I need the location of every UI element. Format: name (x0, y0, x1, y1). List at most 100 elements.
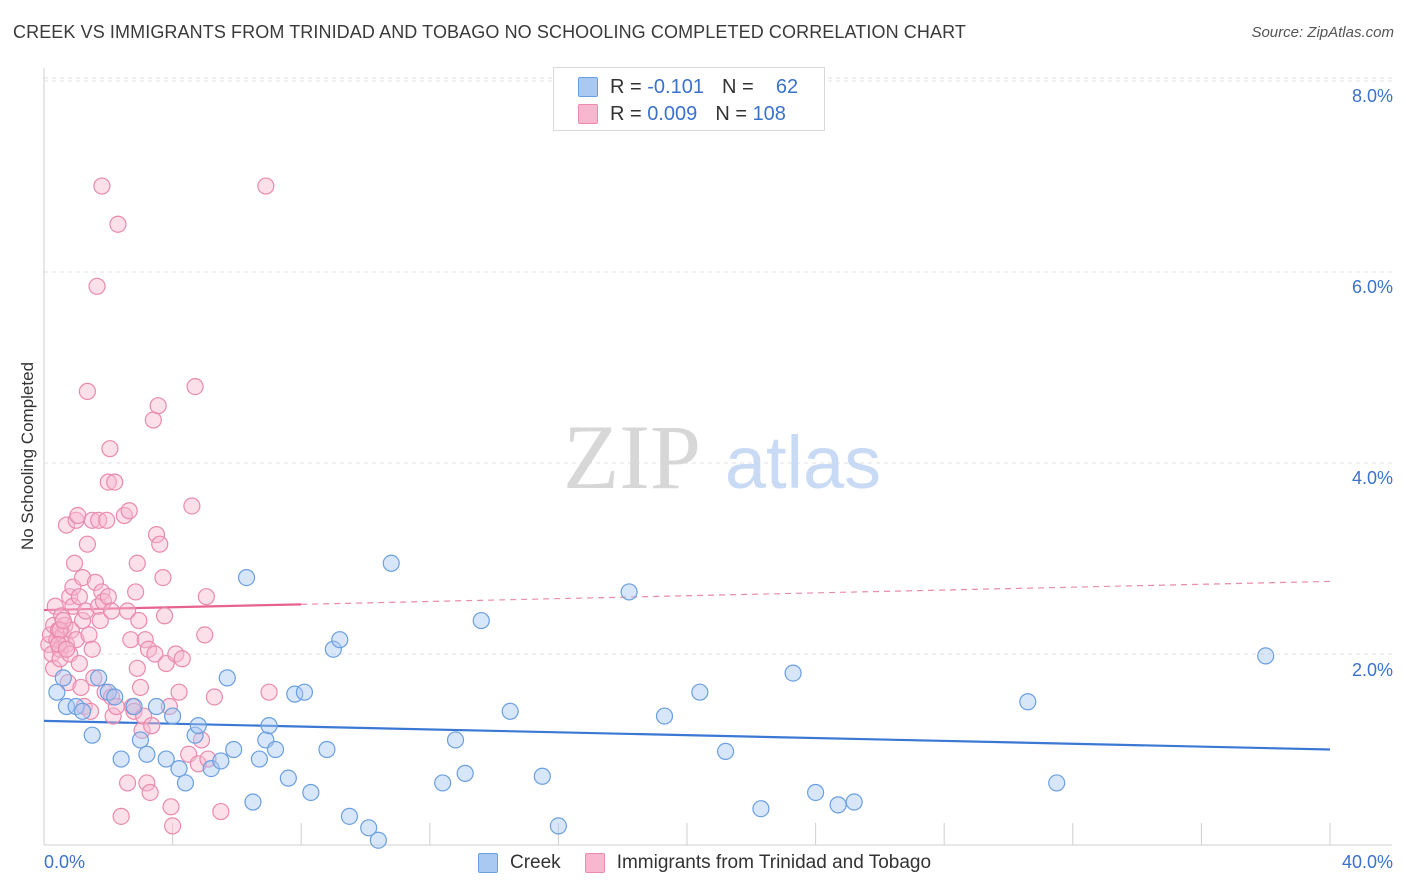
y-tick-label-8: 8.0% (1351, 86, 1393, 106)
creek-point (752, 800, 770, 818)
creek-point (225, 740, 243, 759)
trinidad-point (102, 602, 121, 620)
trinidad-point (154, 568, 172, 587)
trinidad-point (91, 611, 109, 630)
trinidad-point (70, 654, 88, 673)
creek-point (845, 793, 863, 811)
creek-point (318, 740, 336, 759)
trinidad-point (170, 683, 188, 701)
trinidad-point (69, 506, 87, 525)
creek-point (360, 819, 378, 837)
creek-point (147, 697, 166, 716)
creek-point (829, 796, 847, 814)
trinidad-point (80, 626, 98, 644)
creek-point (131, 731, 150, 749)
axes (43, 68, 1392, 846)
creek-point (302, 783, 320, 802)
watermark: ZIP atlas (563, 406, 881, 508)
trinidad-point (141, 783, 159, 802)
trinidad-point (65, 554, 84, 572)
y-tick-label-2: 2.0% (1351, 660, 1393, 680)
trinidad-point (144, 411, 162, 429)
trinidad-point (183, 497, 201, 515)
trinidad-point (199, 750, 217, 768)
trinidad-point (101, 440, 119, 458)
trinidad-point (88, 277, 106, 295)
trinidad-point (196, 626, 214, 644)
trinidad-point (162, 798, 180, 816)
creek-point (655, 707, 674, 725)
trinidad-point (257, 177, 275, 195)
creek-point (250, 750, 269, 768)
trinidad-point (149, 397, 167, 415)
y-axis-label: No Schooling Completed (18, 361, 37, 551)
trinidad-point (120, 502, 138, 520)
trinidad-point (54, 611, 72, 630)
creek-point (218, 669, 236, 687)
trinidad-point (73, 611, 92, 630)
trinidad-trend-line-solid (43, 603, 302, 612)
creek-point (48, 683, 66, 701)
trinidad-point (155, 607, 174, 625)
legend-label-trinidad: Immigrants from Trinidad and Tobago (616, 852, 932, 873)
creek-point (533, 767, 551, 785)
trinidad-point (51, 650, 69, 668)
trinidad-point (138, 774, 156, 792)
trinidad-point (72, 678, 90, 697)
trinidad-point (205, 688, 223, 706)
creek-trend-line (43, 719, 1331, 751)
trinidad-point (122, 631, 140, 649)
trinidad-point (131, 678, 150, 697)
trinidad-point (57, 516, 76, 534)
trinidad-point (146, 645, 164, 663)
watermark-zip: ZIP (563, 406, 701, 508)
creek-point (472, 611, 490, 630)
trinidad-point (51, 621, 69, 639)
y-tick-label-4: 4.0% (1351, 468, 1393, 488)
series-legend: Creek Immigrants from Trinidad and Tobag… (478, 852, 955, 874)
trinidad-point (160, 697, 178, 716)
legend-swatch-creek (578, 77, 598, 97)
trinidad-point (78, 382, 97, 400)
creek-point (369, 831, 387, 849)
trinidad-point (99, 473, 117, 491)
trinidad-point (143, 717, 161, 735)
trinidad-point (59, 674, 77, 692)
trinidad-point (128, 554, 146, 572)
creek-point (138, 745, 156, 763)
stats-legend: R = -0.101 N = 62 R = 0.009 N = 108 (553, 67, 825, 131)
chart-title: CREEK VS IMMIGRANTS FROM TRINIDAD AND TO… (13, 22, 966, 42)
trinidad-point (189, 755, 207, 773)
legend-swatch-trinidad (584, 853, 605, 873)
trinidad-point (104, 707, 122, 725)
trinidad-point (115, 506, 133, 525)
trinidad-point (78, 535, 97, 553)
creek-point (164, 707, 182, 725)
legend-swatch-trinidad (578, 104, 598, 124)
trinidad-point (77, 602, 95, 620)
trinidad-point (109, 215, 127, 233)
trinidad-point (173, 650, 191, 668)
creek-point (331, 631, 349, 649)
trinidad-point (197, 588, 215, 606)
trinidad-point (127, 583, 145, 601)
creek-point (1048, 774, 1066, 792)
trinidad-point (99, 588, 117, 606)
creek-point (716, 742, 735, 761)
creek-point (340, 807, 359, 825)
creek-point (90, 669, 108, 687)
creek-point (83, 726, 101, 744)
trinidad-point (164, 817, 182, 835)
creek-point (549, 817, 568, 835)
creek-point (157, 750, 175, 768)
trinidad-point (130, 611, 148, 630)
creek-point (279, 769, 297, 787)
creek-point (382, 554, 400, 572)
creek-point (806, 783, 825, 802)
creek-point (106, 688, 124, 706)
trinidad-point (98, 511, 116, 529)
trinidad-point (112, 807, 130, 825)
creek-point (446, 731, 465, 749)
x-tick-label-min: 0.0% (44, 852, 86, 872)
trinidad-trend-line-dashed (301, 580, 1331, 605)
